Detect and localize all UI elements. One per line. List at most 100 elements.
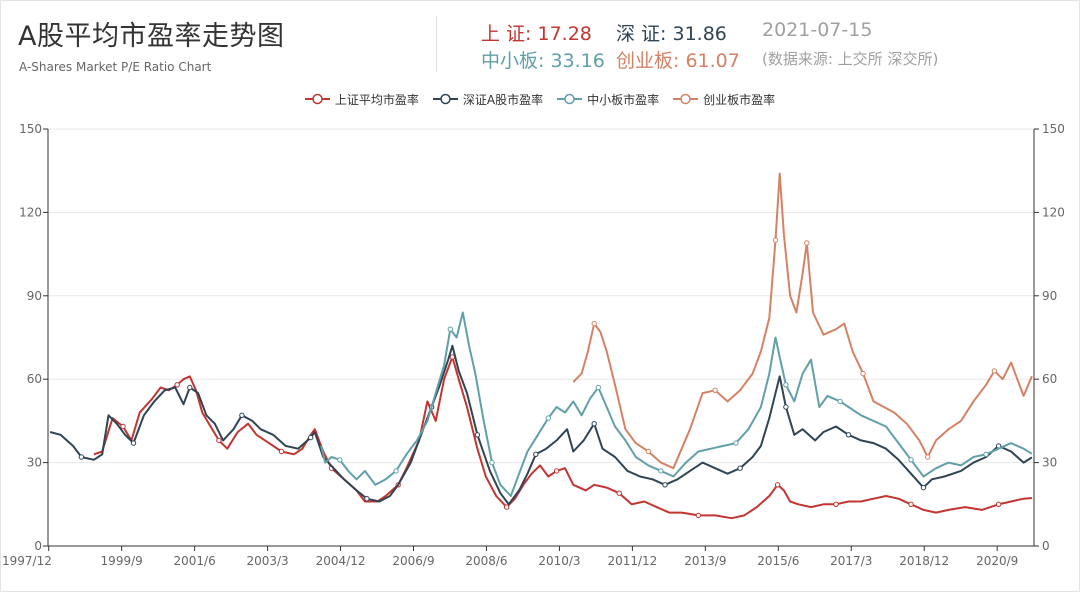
x-tick-label: 2020/9 — [976, 554, 1018, 568]
x-axis: 1997/12 1999/9 2001/6 2003/3 2004/12 2006/9 20… — [2, 545, 1034, 568]
x-tick-label: 2003/3 — [246, 554, 288, 568]
data-point-zx[interactable] — [447, 326, 453, 332]
data-point-cy[interactable] — [645, 448, 652, 455]
data-point-cy[interactable] — [591, 320, 597, 327]
stat-shanghai-label: 上 证: — [481, 23, 532, 45]
legend-item-sz[interactable]: 深证A股市盈率 — [432, 88, 544, 110]
y-axis-right: 0 30 60 90 120 150 — [1033, 122, 1065, 553]
header-divider — [436, 16, 437, 72]
data-point-sz[interactable] — [308, 434, 314, 441]
data-point-cy[interactable] — [772, 237, 779, 243]
data-source: (数据来源: 上交所 深交所) — [762, 50, 939, 68]
stat-shenzhen-value: 31.86 — [672, 23, 727, 45]
data-point-sz[interactable] — [239, 412, 245, 418]
x-tick-label: 2013/9 — [684, 554, 726, 568]
legend-item-cy[interactable]: 创业板市盈率 — [673, 88, 775, 110]
stat-sme-value: 33.16 — [550, 50, 605, 72]
y-tick-label-right: 60 — [1042, 372, 1057, 386]
y-tick-label-left: 90 — [27, 289, 42, 303]
y-tick-label-left: 150 — [19, 122, 42, 136]
legend-label-sh: 上证平均市盈率 — [334, 92, 419, 107]
data-point-sh[interactable] — [908, 501, 914, 507]
data-point-sh[interactable] — [120, 423, 126, 430]
y-axis-left: 0 30 60 90 120 150 — [19, 122, 49, 553]
stat-shenzhen: 深 证: 31.86 — [616, 19, 727, 46]
y-tick-label-right: 30 — [1042, 456, 1057, 470]
data-point-sh[interactable] — [616, 490, 622, 496]
series-line-zx[interactable] — [320, 311, 1033, 497]
data-point-sz[interactable] — [920, 484, 927, 491]
data-point-cy[interactable] — [991, 368, 998, 374]
data-point-sh[interactable] — [995, 501, 1002, 507]
data-point-cy[interactable] — [860, 370, 866, 377]
data-point-sh[interactable] — [833, 501, 839, 507]
data-point-sh[interactable] — [174, 382, 180, 388]
data-point-zx[interactable] — [783, 382, 789, 388]
data-point-sh[interactable] — [553, 468, 560, 474]
series-line-cy[interactable] — [572, 172, 1033, 470]
legend-line-circle-icon — [432, 93, 458, 105]
legend-label-sz: 深证A股市盈率 — [462, 92, 544, 107]
data-point-sz[interactable] — [737, 465, 743, 471]
data-point-sh[interactable] — [216, 437, 222, 444]
y-tick-label-left: 120 — [19, 205, 42, 219]
data-point-sz[interactable] — [783, 404, 789, 410]
stat-sme: 中小板: 33.16 — [481, 46, 605, 73]
legend-item-zx[interactable]: 中小板市盈率 — [557, 88, 659, 110]
chart-legend: 上证平均市盈率 深证A股市盈率 中小板市盈率 创业板市盈率 — [0, 88, 1080, 110]
series-lines — [49, 172, 1033, 520]
data-point-sz[interactable] — [474, 432, 481, 438]
x-tick-label: 2017/3 — [830, 554, 872, 568]
data-point-sz[interactable] — [187, 384, 193, 391]
stat-shanghai-value: 17.28 — [537, 23, 592, 45]
series-line-sz[interactable] — [49, 344, 1033, 506]
stat-chinext-value: 61.07 — [685, 50, 740, 72]
x-tick-label: 2011/12 — [607, 554, 657, 568]
x-tick-label: 2001/6 — [174, 554, 216, 568]
data-point-zx[interactable] — [595, 384, 601, 391]
chart-subtitle: A-Shares Market P/E Ratio Chart — [19, 60, 212, 74]
data-point-zx[interactable] — [545, 415, 551, 421]
legend-item-sh[interactable]: 上证平均市盈率 — [304, 88, 419, 110]
x-tick-label: 2018/12 — [899, 554, 949, 568]
x-tick-label: 2004/12 — [316, 554, 366, 568]
x-tick-label: 2006/9 — [392, 554, 434, 568]
data-point-sz[interactable] — [591, 421, 597, 427]
stat-shanghai: 上 证: 17.28 — [481, 19, 592, 46]
data-point-cy[interactable] — [712, 387, 718, 393]
data-point-sh[interactable] — [278, 448, 285, 455]
data-point-zx[interactable] — [983, 451, 989, 457]
data-point-cy[interactable] — [925, 454, 931, 460]
data-point-zx[interactable] — [337, 457, 343, 463]
x-tick-label: 1999/9 — [101, 554, 143, 568]
data-point-sz[interactable] — [533, 451, 539, 457]
data-point-zx[interactable] — [733, 440, 739, 446]
x-tick-label: 2008/6 — [465, 554, 507, 568]
data-point-sz[interactable] — [662, 482, 668, 488]
stat-chinext: 创业板: 61.07 — [616, 46, 740, 73]
data-point-cy[interactable] — [804, 240, 810, 246]
stat-sme-label: 中小板: — [481, 50, 545, 72]
data-point-sz[interactable] — [364, 496, 370, 502]
y-tick-label-right: 90 — [1042, 289, 1057, 303]
data-point-sh[interactable] — [774, 482, 781, 488]
data-point-sh[interactable] — [695, 512, 702, 519]
data-point-zx[interactable] — [658, 468, 664, 474]
data-date: 2021-07-15 — [762, 19, 873, 41]
chart-title: A股平均市盈率走势图 — [18, 21, 285, 52]
legend-label-cy: 创业板市盈率 — [703, 92, 776, 107]
y-tick-label-left: 30 — [27, 456, 42, 470]
grid-lines — [48, 128, 1034, 464]
data-point-sh[interactable] — [503, 504, 510, 510]
y-tick-label-right: 150 — [1042, 122, 1065, 136]
data-point-zx[interactable] — [489, 459, 495, 466]
stat-shenzhen-label: 深 证: — [616, 23, 667, 45]
data-point-sz[interactable] — [845, 432, 852, 438]
data-point-sz[interactable] — [78, 454, 85, 460]
data-point-zx[interactable] — [837, 398, 843, 405]
data-point-sz[interactable] — [130, 440, 137, 446]
data-point-zx[interactable] — [908, 457, 914, 463]
data-point-zx[interactable] — [393, 468, 399, 474]
y-tick-label-right: 120 — [1042, 205, 1065, 219]
series-line-sh[interactable] — [93, 356, 1032, 520]
